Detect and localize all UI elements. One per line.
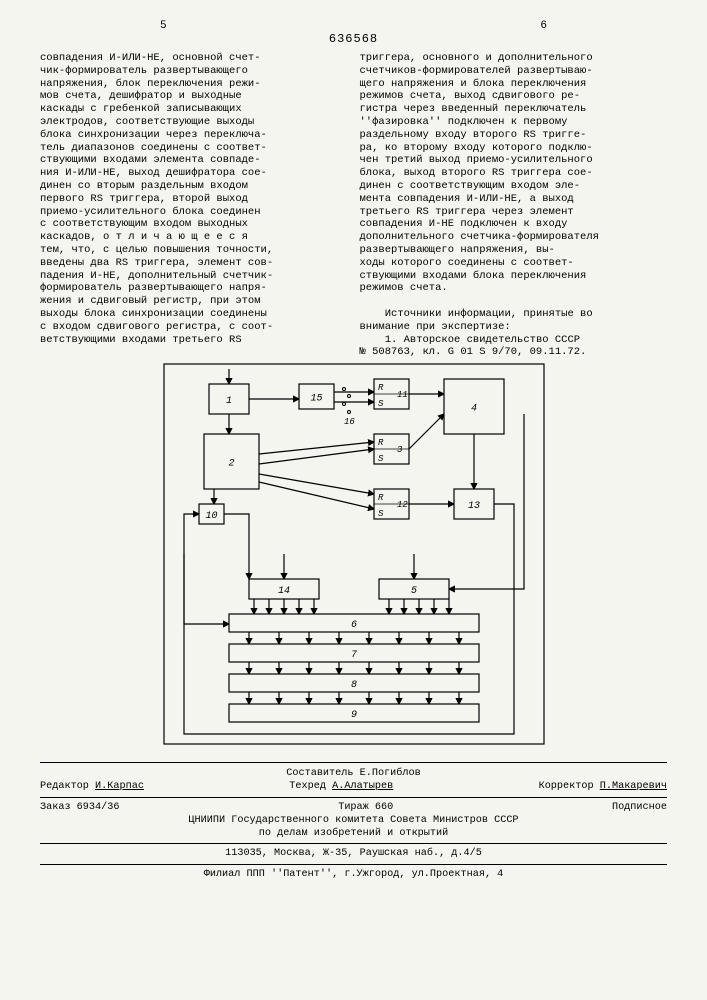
svg-text:11: 11 bbox=[397, 390, 408, 400]
svg-text:10: 10 bbox=[205, 511, 217, 522]
svg-text:12: 12 bbox=[397, 500, 408, 510]
svg-text:16: 16 bbox=[344, 417, 355, 427]
svg-text:S: S bbox=[378, 509, 384, 519]
svg-text:14: 14 bbox=[277, 586, 289, 597]
left-column: совпадения И-ИЛИ-НЕ, основной счет- чик-… bbox=[40, 52, 348, 342]
svg-text:R: R bbox=[378, 438, 384, 448]
svg-text:13: 13 bbox=[467, 501, 479, 512]
col-left-number: 5 bbox=[160, 20, 167, 32]
svg-text:5: 5 bbox=[410, 586, 416, 597]
text-columns: совпадения И-ИЛИ-НЕ, основной счет- чик-… bbox=[40, 52, 667, 342]
svg-text:7: 7 bbox=[350, 650, 356, 661]
svg-text:2: 2 bbox=[228, 459, 234, 470]
svg-text:8: 8 bbox=[350, 680, 356, 691]
svg-text:6: 6 bbox=[350, 620, 356, 631]
svg-text:15: 15 bbox=[310, 394, 322, 405]
document-number: 636568 bbox=[40, 32, 667, 46]
compiler-line: Составитель Е.Погиблов bbox=[40, 767, 667, 780]
svg-text:1: 1 bbox=[225, 396, 231, 407]
right-column: триггера, основного и дополнительного сч… bbox=[360, 52, 668, 342]
svg-text:3: 3 bbox=[397, 445, 403, 455]
svg-text:R: R bbox=[378, 383, 384, 393]
block-diagram: 115RS1142RS310RS1213145678916 bbox=[154, 354, 554, 754]
svg-text:4: 4 bbox=[470, 404, 476, 415]
footer-block: Составитель Е.Погиблов Редактор И.Карпас… bbox=[40, 762, 667, 881]
svg-text:S: S bbox=[378, 454, 384, 464]
col-right-number: 6 bbox=[540, 20, 547, 32]
svg-text:9: 9 bbox=[350, 710, 356, 721]
svg-text:R: R bbox=[378, 493, 384, 503]
svg-text:S: S bbox=[378, 399, 384, 409]
